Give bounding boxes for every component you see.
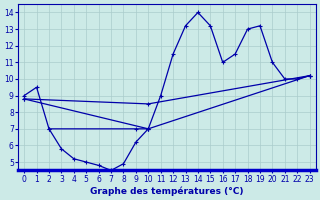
X-axis label: Graphe des températures (°C): Graphe des températures (°C) xyxy=(90,186,244,196)
